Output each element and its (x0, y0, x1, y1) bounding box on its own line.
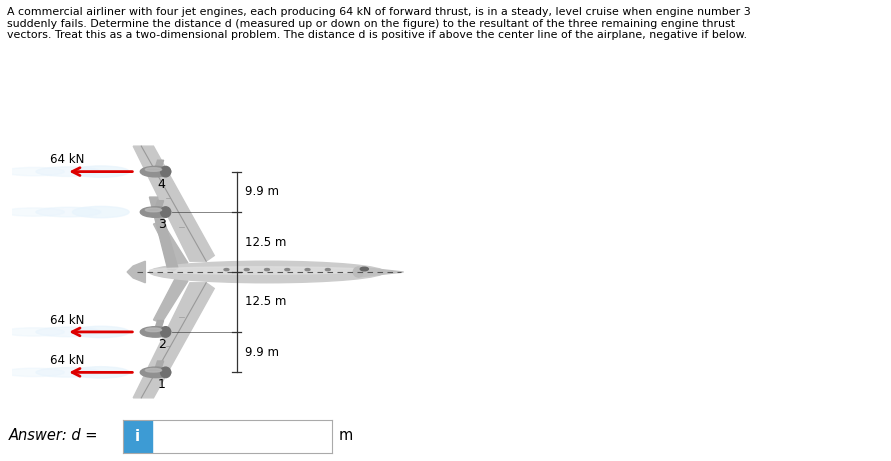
Ellipse shape (72, 366, 129, 378)
Ellipse shape (265, 269, 269, 271)
Polygon shape (156, 361, 164, 367)
Text: 4: 4 (158, 177, 166, 191)
Ellipse shape (150, 261, 385, 283)
Ellipse shape (244, 269, 249, 271)
Ellipse shape (4, 208, 64, 216)
Ellipse shape (72, 326, 129, 337)
Text: 64 kN: 64 kN (50, 313, 85, 326)
Ellipse shape (150, 267, 368, 274)
Polygon shape (156, 201, 164, 207)
Text: 12.5 m: 12.5 m (245, 236, 286, 248)
Ellipse shape (145, 328, 161, 331)
Ellipse shape (145, 368, 161, 372)
Ellipse shape (160, 327, 171, 337)
Ellipse shape (36, 327, 101, 337)
Ellipse shape (36, 207, 101, 217)
Ellipse shape (72, 207, 129, 218)
Text: 9.9 m: 9.9 m (245, 185, 279, 198)
Ellipse shape (140, 367, 171, 378)
Polygon shape (127, 261, 145, 283)
Ellipse shape (305, 269, 310, 271)
Polygon shape (134, 283, 215, 398)
Ellipse shape (140, 166, 171, 177)
Ellipse shape (4, 328, 64, 336)
Ellipse shape (72, 166, 129, 177)
Text: m: m (339, 428, 353, 443)
Text: 64 kN: 64 kN (50, 153, 85, 166)
Polygon shape (150, 197, 178, 271)
Text: 2: 2 (158, 338, 166, 351)
Ellipse shape (4, 167, 64, 176)
Text: A commercial airliner with four jet engines, each producing 64 kN of forward thr: A commercial airliner with four jet engi… (7, 7, 751, 40)
Ellipse shape (140, 207, 171, 217)
Ellipse shape (36, 367, 101, 377)
Polygon shape (153, 221, 188, 266)
Ellipse shape (145, 168, 161, 171)
Ellipse shape (224, 269, 229, 271)
Bar (123, 420, 152, 453)
Text: i: i (135, 429, 140, 443)
Polygon shape (358, 267, 404, 277)
Ellipse shape (160, 207, 171, 217)
Text: 3: 3 (158, 218, 166, 231)
Text: 12.5 m: 12.5 m (245, 296, 286, 308)
Polygon shape (134, 146, 215, 261)
Ellipse shape (160, 367, 171, 378)
Ellipse shape (4, 368, 64, 377)
Ellipse shape (353, 267, 364, 277)
Text: 9.9 m: 9.9 m (245, 346, 279, 359)
Ellipse shape (140, 327, 171, 337)
Ellipse shape (360, 267, 368, 271)
Ellipse shape (145, 208, 161, 212)
Text: 64 kN: 64 kN (50, 354, 85, 367)
Polygon shape (153, 278, 188, 323)
Ellipse shape (285, 269, 290, 271)
Polygon shape (156, 160, 164, 166)
Text: 1: 1 (158, 378, 166, 391)
Polygon shape (156, 320, 164, 327)
Ellipse shape (36, 167, 101, 177)
Text: Answer: d =: Answer: d = (9, 428, 103, 443)
Ellipse shape (325, 269, 331, 271)
Ellipse shape (160, 166, 171, 177)
